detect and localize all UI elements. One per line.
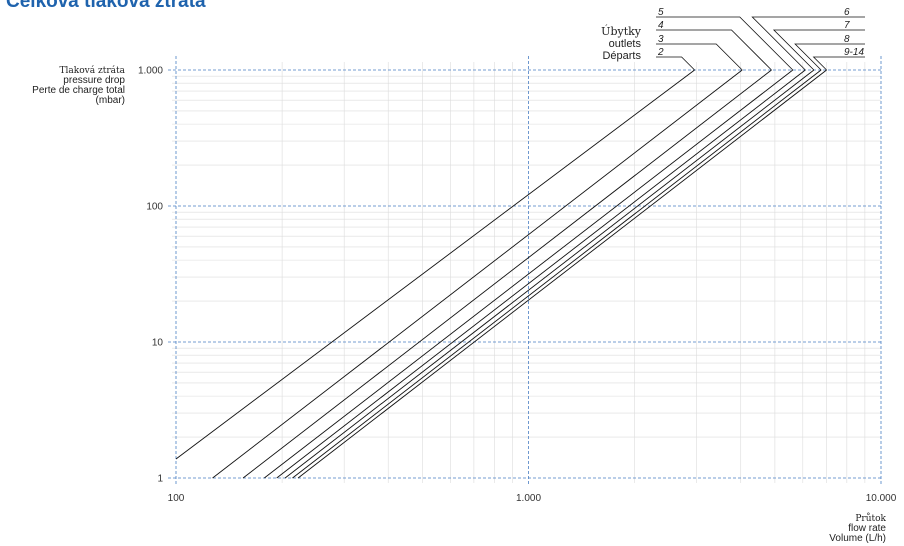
series-leader-3 (656, 43, 743, 71)
y-axis-label-unit: (mbar) (95, 95, 125, 106)
series-label-4: 4 (658, 20, 664, 31)
y-axis-label: Tlaková ztráta pressure drop Perte de ch… (32, 66, 125, 106)
series-line-6 (276, 69, 806, 479)
series-line-9-14 (297, 69, 827, 479)
series-leader-5 (656, 16, 794, 71)
series-leader-2 (656, 56, 695, 71)
major-grid (168, 56, 882, 486)
series-line-5 (264, 69, 794, 479)
x-tick-label: 100 (168, 493, 185, 504)
y-tick-label: 10 (152, 338, 164, 349)
y-axis-label-fr: Perte de charge total (32, 85, 125, 96)
series-line-2 (175, 69, 695, 460)
x-axis-label: Průtok flow rate Volume (L/h) (829, 514, 886, 544)
x-tick-label: 10.000 (866, 493, 897, 504)
series-leader-9-14 (812, 56, 865, 71)
series-leader-7 (772, 29, 865, 71)
series-lines (175, 16, 865, 479)
series-label-6: 6 (844, 7, 850, 18)
series-line-4 (242, 69, 772, 479)
y-tick-label: 1 (157, 474, 163, 485)
y-axis-label-en: pressure drop (63, 75, 125, 86)
series-line-8 (292, 69, 822, 479)
x-tick-label: 1.000 (516, 493, 541, 504)
series-label-7: 7 (844, 20, 850, 31)
minor-grid (172, 62, 881, 483)
series-label-5: 5 (658, 7, 664, 18)
x-axis-label-cz: Průtok (855, 514, 886, 524)
series-label-9-14: 9-14 (844, 47, 864, 58)
legend-label-fr: Départs (602, 50, 641, 62)
y-tick-label: 100 (146, 202, 163, 213)
axis-ticks: 100 1.000 10.000 1 10 100 1.000 (138, 66, 897, 505)
x-axis-label-fr: Volume (L/h) (829, 533, 886, 544)
x-axis-label-en: flow rate (848, 523, 886, 534)
series-leader-6 (751, 16, 865, 71)
chart-title: Celková tlaková ztráta (6, 0, 206, 12)
series-label-2: 2 (657, 47, 664, 58)
series-labels: 2 3 4 5 6 7 8 9-14 (657, 7, 864, 58)
series-leader-4 (656, 29, 772, 71)
y-axis-label-cz: Tlaková ztráta (59, 66, 125, 76)
series-line-3 (212, 69, 743, 479)
y-tick-label: 1.000 (138, 66, 163, 77)
legend-label-en: outlets (608, 38, 641, 50)
series-line-7 (284, 69, 815, 479)
legend-label-cz: Úbytky (601, 25, 641, 38)
series-label-8: 8 (844, 34, 850, 45)
series-leader-8 (794, 43, 865, 71)
series-label-3: 3 (658, 34, 664, 45)
